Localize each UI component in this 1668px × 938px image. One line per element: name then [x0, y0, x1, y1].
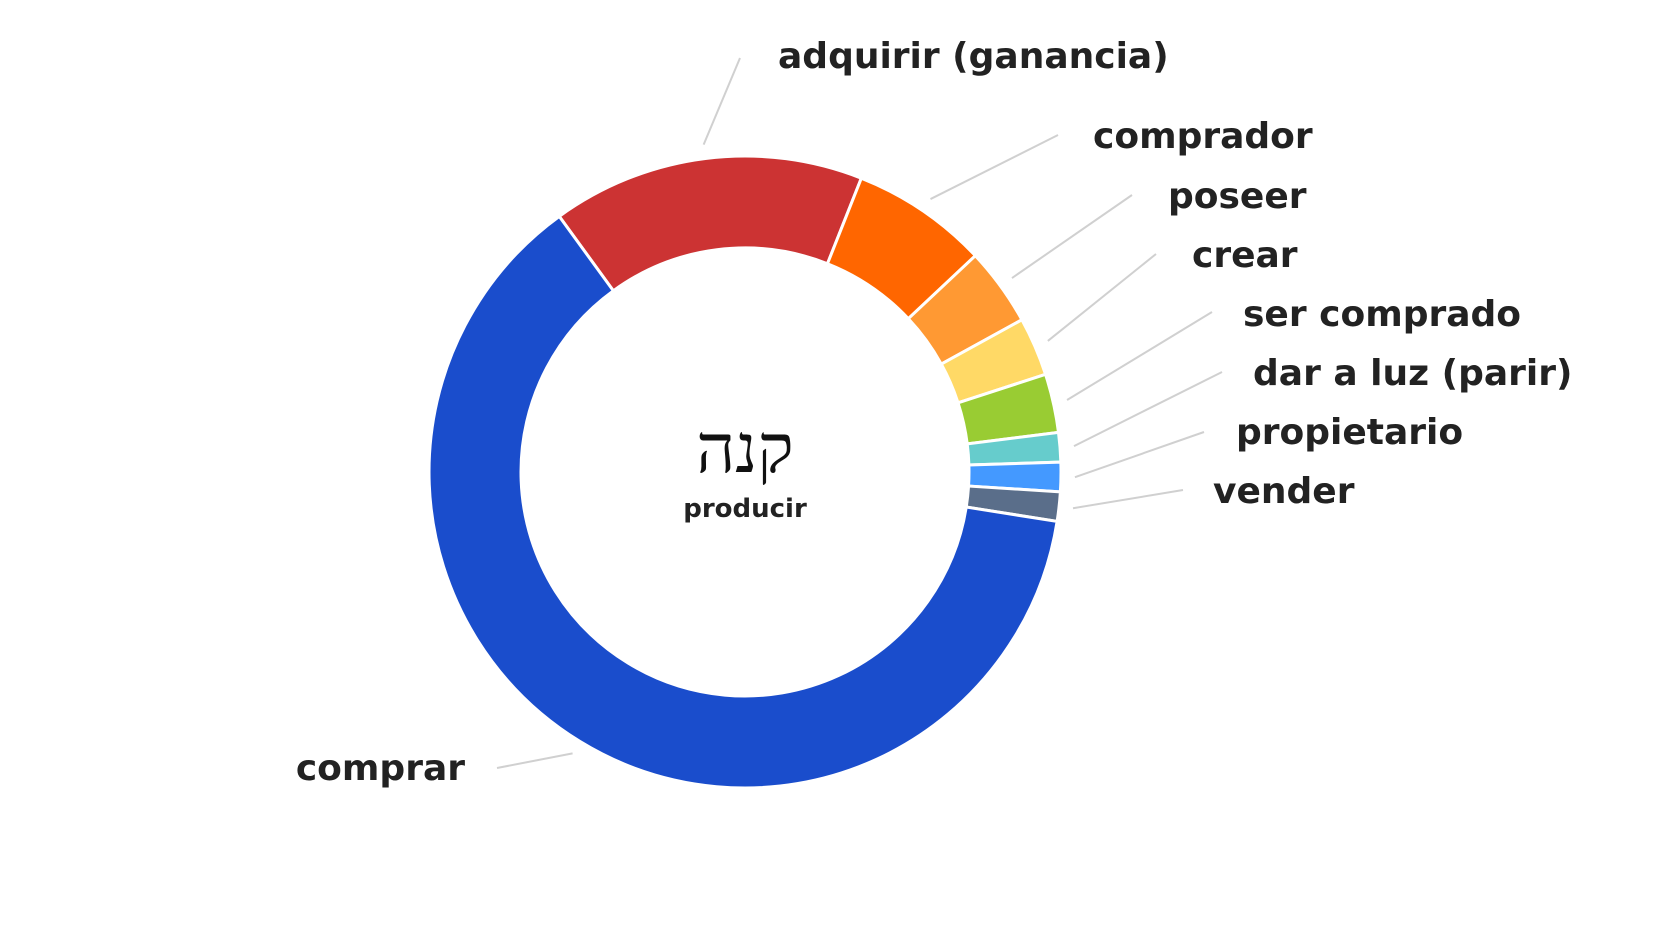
leader-line — [1047, 253, 1157, 342]
leader-line — [930, 134, 1059, 200]
slice-label: ser comprado — [1243, 294, 1521, 335]
slice-label: propietario — [1236, 412, 1463, 453]
slice-label: comprar — [296, 748, 465, 789]
slice-label: vender — [1213, 471, 1355, 512]
slice-adquirir-ganancia — [557, 154, 864, 293]
slices-group — [427, 154, 1063, 790]
slice-comprar — [427, 214, 1059, 790]
center-subtitle: producir — [683, 494, 807, 524]
labels-group: adquirir (ganancia) comprador poseer crear s… — [296, 36, 1573, 789]
leader-line — [1073, 371, 1223, 448]
center-title: קנה — [696, 410, 794, 489]
slice-label: poseer — [1168, 176, 1307, 217]
slice-label: comprador — [1093, 116, 1313, 157]
leader-lines-group — [496, 57, 1223, 769]
leader-line — [1074, 431, 1205, 479]
slice-label: adquirir (ganancia) — [778, 36, 1169, 77]
slice-label: dar a luz (parir) — [1253, 353, 1572, 394]
leader-line — [702, 57, 741, 145]
leader-line — [1011, 194, 1133, 279]
slice-label: crear — [1192, 235, 1298, 276]
leader-line — [1066, 311, 1213, 401]
leader-line — [1072, 489, 1184, 510]
leader-line — [496, 752, 573, 769]
